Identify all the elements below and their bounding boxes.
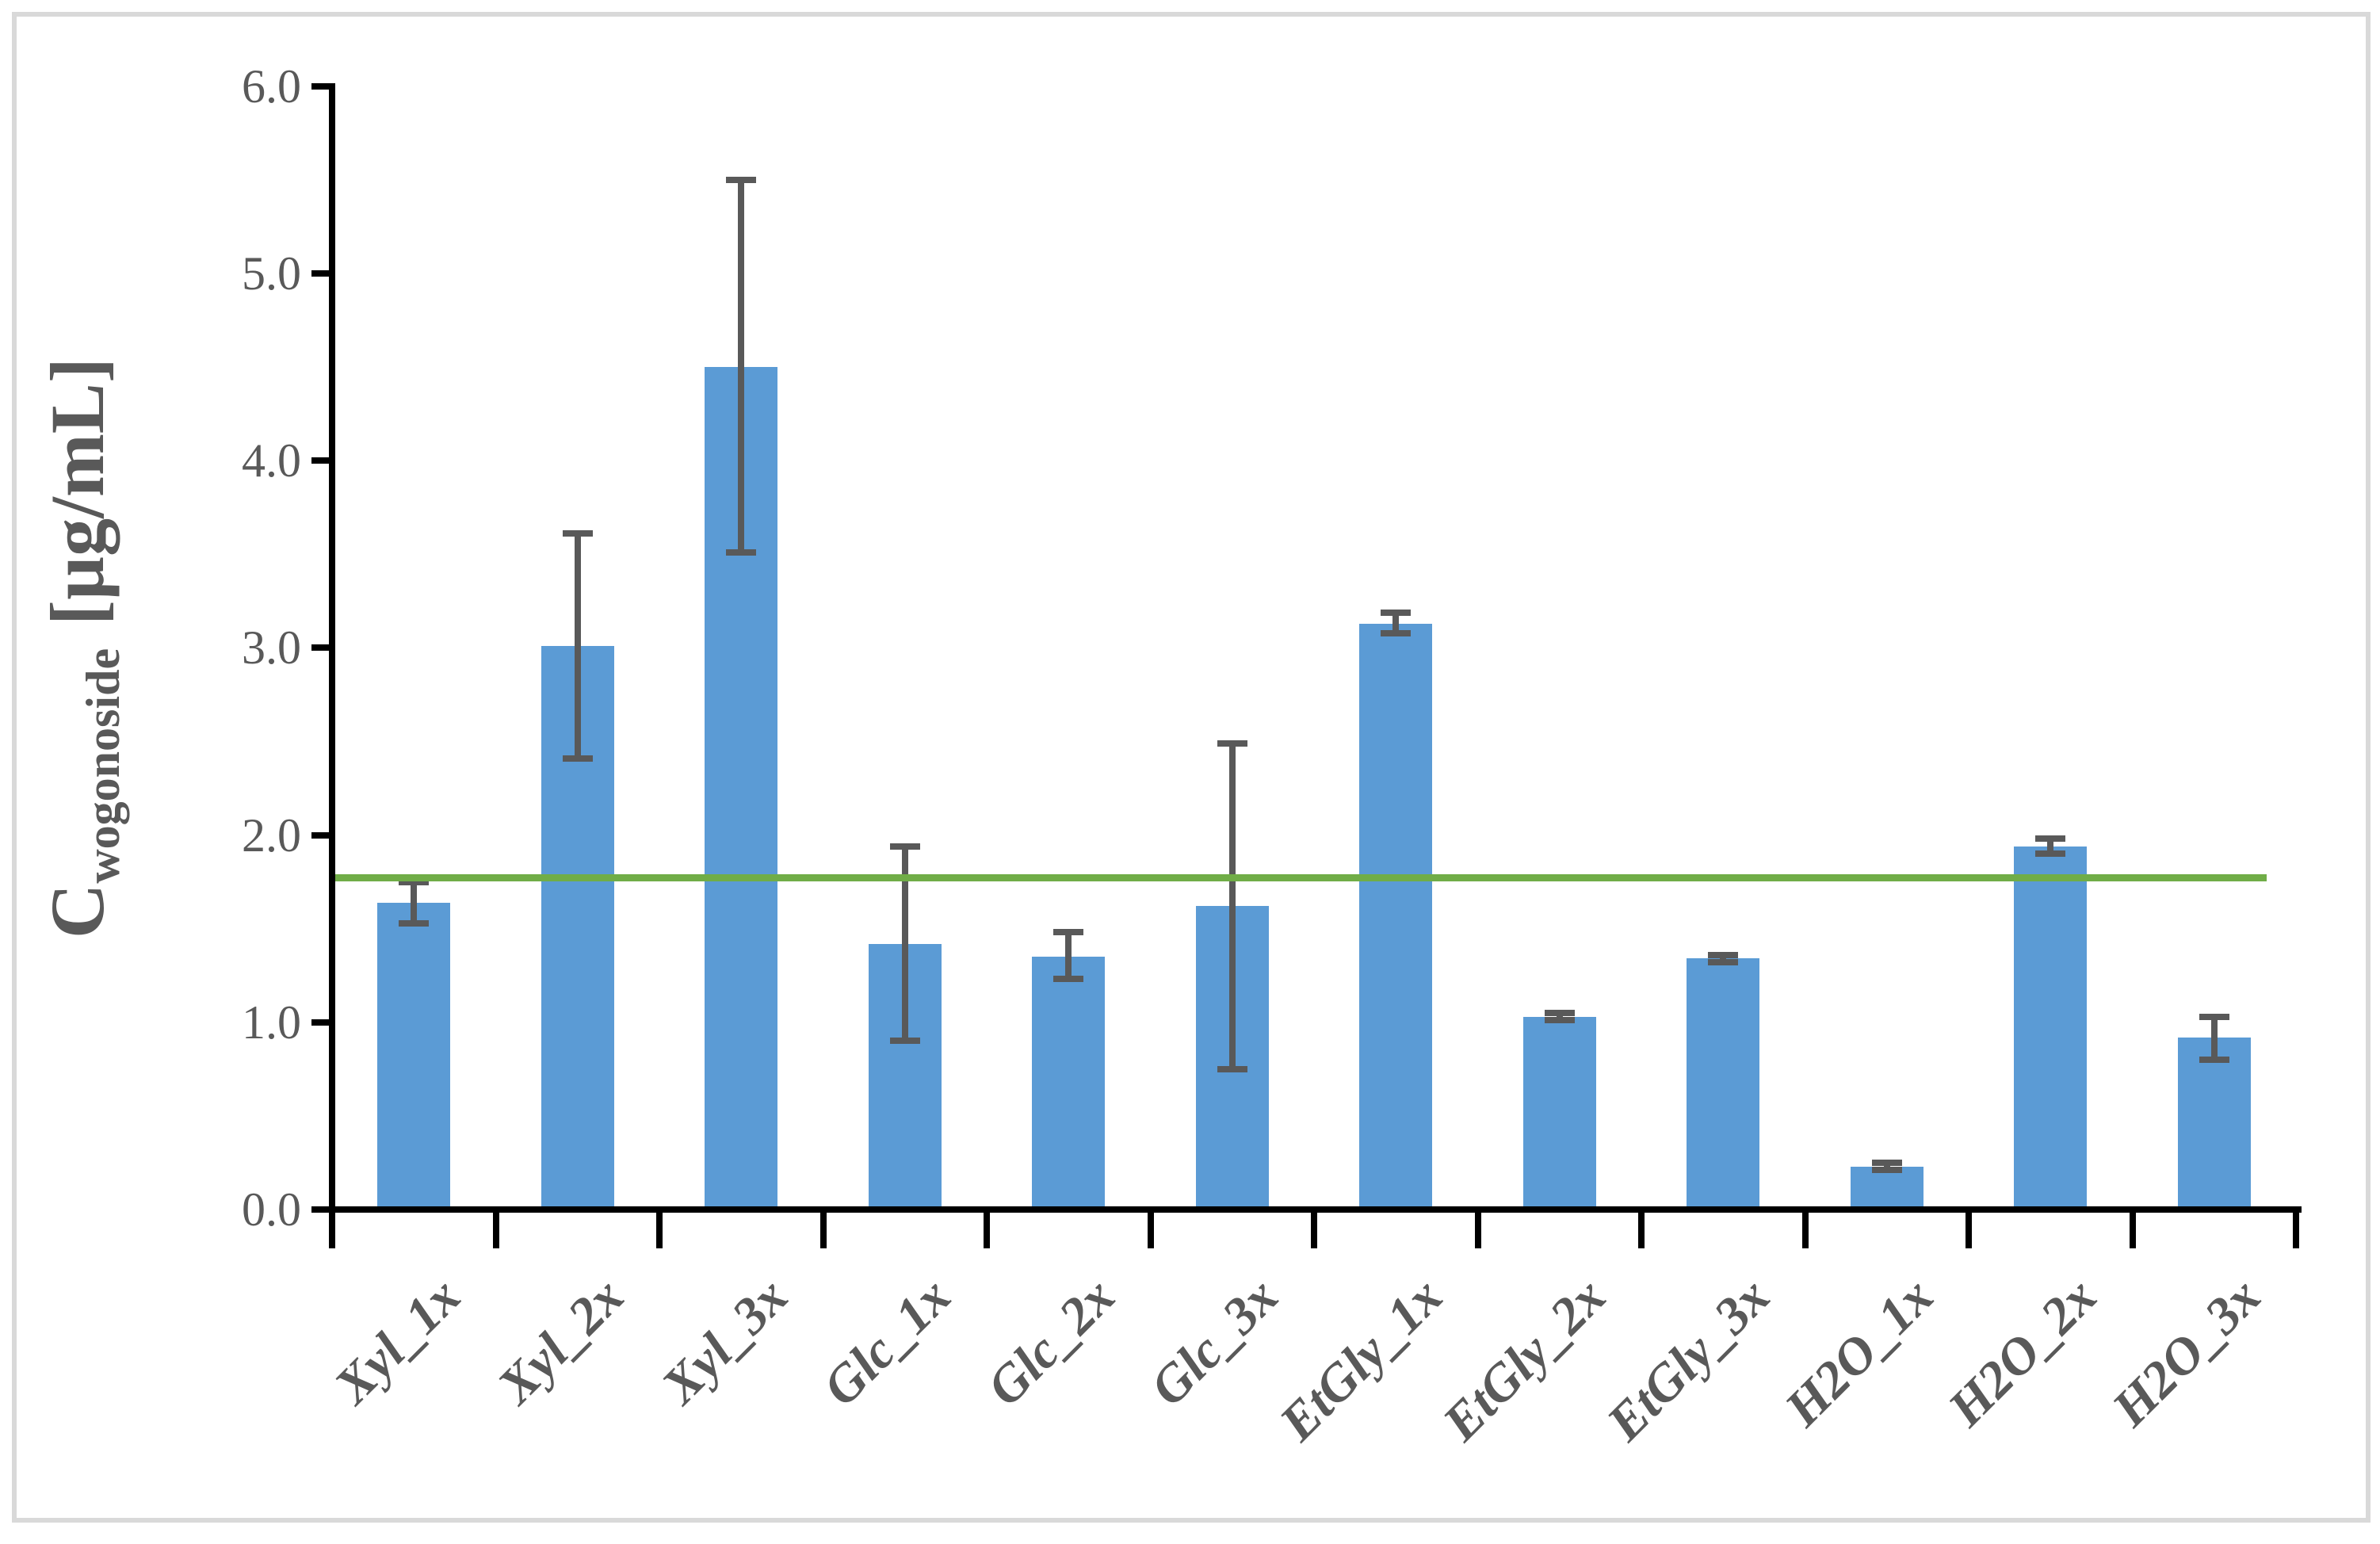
error-bar-cap-bottom xyxy=(399,919,430,927)
y-tick-label: 1.0 xyxy=(242,996,301,1049)
y-tick xyxy=(311,1206,335,1213)
error-bar-cap-top xyxy=(2199,1013,2229,1020)
bar xyxy=(2177,1037,2251,1213)
y-tick xyxy=(311,831,335,839)
y-tick xyxy=(311,1019,335,1026)
error-bar-whisker xyxy=(738,179,745,552)
error-bar-cap-top xyxy=(889,843,920,850)
y-axis-title: Cwogonoside [µg/mL] xyxy=(32,357,130,938)
error-bar-whisker xyxy=(1228,743,1236,1069)
error-bar-whisker xyxy=(574,533,581,759)
y-tick xyxy=(311,457,335,464)
x-tick xyxy=(984,1206,990,1248)
error-bar-cap-bottom xyxy=(889,1038,920,1045)
x-axis-label: Glc_3x xyxy=(1140,1267,1290,1417)
error-bar-whisker xyxy=(2210,1016,2218,1061)
y-tick xyxy=(311,82,335,90)
error-bar-cap-top xyxy=(1381,609,1412,616)
error-bar-whisker xyxy=(2047,839,2054,854)
x-axis-label: Glc_1x xyxy=(812,1267,963,1417)
error-bar-cap-bottom xyxy=(1871,1167,1902,1174)
x-tick xyxy=(1638,1206,1645,1248)
error-bar-whisker xyxy=(1392,612,1400,633)
x-axis-label: Xyl_2x xyxy=(487,1267,636,1416)
bar xyxy=(1522,1016,1596,1213)
x-tick xyxy=(819,1206,827,1248)
y-tick-label: 0.0 xyxy=(242,1183,301,1236)
error-bar-cap-bottom xyxy=(1053,976,1084,983)
y-tick-label: 2.0 xyxy=(242,808,301,862)
error-bar-cap-top xyxy=(399,878,430,885)
bar xyxy=(2014,846,2088,1213)
x-tick xyxy=(1474,1206,1481,1248)
error-bar-whisker xyxy=(1883,1162,1890,1171)
error-bar-cap-bottom xyxy=(1708,959,1739,966)
error-bar-whisker xyxy=(1720,954,1727,963)
bar xyxy=(377,902,451,1213)
error-bar-whisker xyxy=(901,846,908,1041)
y-axis-title-units: [µg/mL] xyxy=(34,357,120,626)
x-axis-label: H2O_1x xyxy=(1774,1267,1945,1438)
x-tick xyxy=(2293,1206,2299,1248)
x-axis-label: EtGly_2x xyxy=(1431,1267,1618,1452)
x-tick xyxy=(1966,1206,1972,1248)
error-bar-cap-top xyxy=(562,530,593,537)
x-tick xyxy=(1147,1206,1154,1248)
error-bar-cap-top xyxy=(726,176,757,183)
bar xyxy=(1032,957,1106,1213)
y-axis-title-symbol: C xyxy=(34,883,120,938)
error-bar-cap-top xyxy=(1544,1009,1575,1016)
y-tick xyxy=(311,270,335,277)
x-axis-label: EtGly_3x xyxy=(1595,1267,1781,1452)
error-bar-cap-top xyxy=(1217,740,1247,747)
x-axis-label: Xyl_1x xyxy=(323,1267,472,1416)
reference-line xyxy=(329,874,2267,881)
bar xyxy=(1687,958,1760,1213)
x-tick xyxy=(2129,1206,2136,1248)
error-bar-cap-top xyxy=(1053,929,1084,936)
y-axis-title-subscript: wogonoside xyxy=(76,648,129,884)
error-bar-whisker xyxy=(411,881,418,923)
x-axis-label: H2O_2x xyxy=(1937,1267,2108,1438)
y-tick-label: 3.0 xyxy=(242,621,301,675)
error-bar-cap-bottom xyxy=(1217,1065,1247,1072)
x-axis-label: H2O_3x xyxy=(2101,1267,2272,1438)
error-bar-cap-bottom xyxy=(1544,1017,1575,1024)
y-axis-title-wrap: Cwogonoside [µg/mL] xyxy=(0,86,163,1210)
error-bar-whisker xyxy=(1556,1012,1563,1021)
x-axis-label: EtGly_1x xyxy=(1268,1267,1454,1452)
bar xyxy=(1850,1166,1923,1213)
x-axis-label: Xyl_3x xyxy=(651,1267,799,1416)
error-bar-cap-bottom xyxy=(726,548,757,556)
bar xyxy=(1359,623,1433,1213)
error-bar-cap-top xyxy=(2035,835,2066,843)
x-tick xyxy=(1311,1206,1317,1248)
error-bar-cap-top xyxy=(1871,1159,1902,1166)
x-tick xyxy=(329,1206,335,1248)
error-bar-cap-bottom xyxy=(2035,850,2066,858)
error-bar-cap-top xyxy=(1708,951,1739,958)
y-tick-label: 4.0 xyxy=(242,434,301,487)
y-tick xyxy=(311,644,335,652)
error-bar-whisker xyxy=(1065,932,1072,980)
x-tick xyxy=(1801,1206,1809,1248)
x-axis-label: Glc_2x xyxy=(976,1267,1126,1417)
x-tick xyxy=(656,1206,663,1248)
error-bar-cap-bottom xyxy=(1381,629,1412,636)
error-bar-cap-bottom xyxy=(2199,1057,2229,1064)
error-bar-cap-bottom xyxy=(562,755,593,762)
y-tick-label: 6.0 xyxy=(242,59,301,113)
x-tick xyxy=(492,1206,499,1248)
y-tick-label: 5.0 xyxy=(242,247,301,300)
